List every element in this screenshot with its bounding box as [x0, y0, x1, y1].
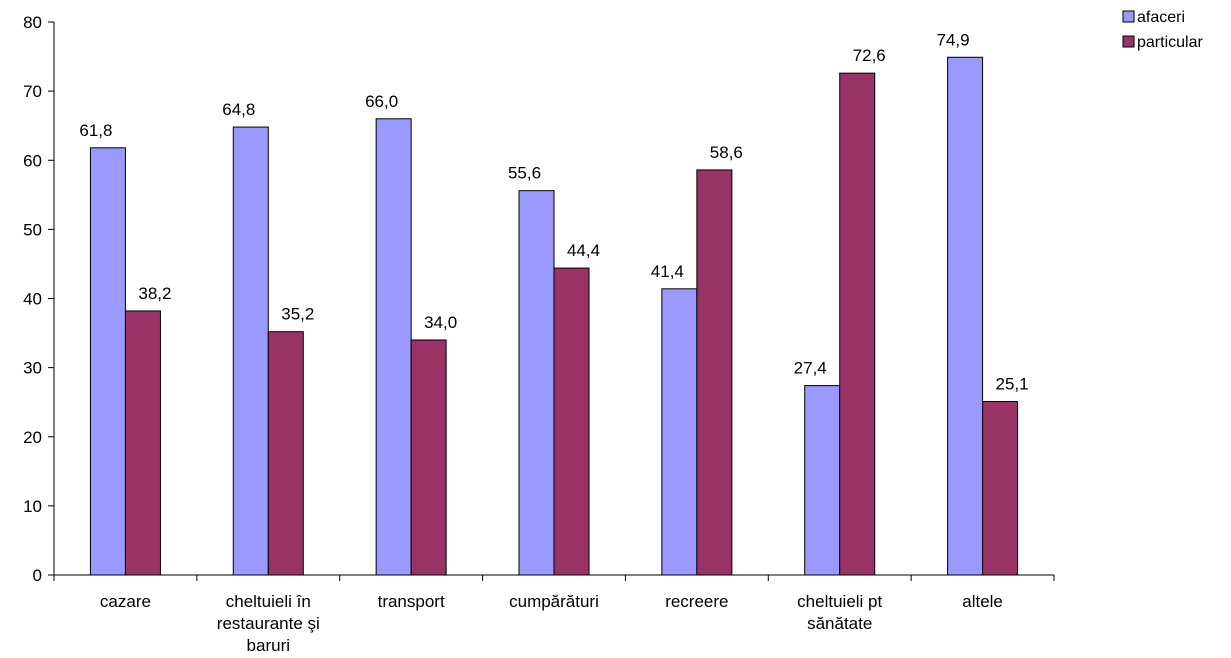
data-label-particular: 44,4	[567, 241, 600, 260]
bar-particular	[553, 267, 590, 576]
x-tick-label-line: altele	[962, 592, 1003, 611]
data-label-afaceri: 27,4	[794, 359, 827, 378]
x-tick-label: cheltuieli în restaurante şi baruri	[217, 592, 320, 655]
bar-afaceri	[89, 147, 126, 576]
bar-afaceri	[375, 118, 412, 576]
data-label-afaceri: 64,8	[222, 100, 255, 119]
x-tick-label-line: cheltuieli pt	[797, 592, 882, 611]
bar-afaceri	[661, 288, 698, 576]
y-tick-label: 20	[23, 428, 42, 447]
bar-particular	[267, 331, 304, 576]
bar-afaceri	[518, 190, 555, 576]
data-label-particular: 72,6	[853, 46, 886, 65]
data-label-afaceri: 74,9	[937, 30, 970, 49]
x-tick-label: transport	[378, 592, 445, 611]
x-tick-label-line: cumpărături	[509, 592, 599, 611]
y-tick-label: 80	[23, 13, 42, 32]
x-tick-label: altele	[962, 592, 1003, 611]
bar-particular	[124, 310, 161, 576]
y-tick-label: 70	[23, 82, 42, 101]
y-tick-label: 0	[33, 566, 42, 585]
bar-particular	[696, 169, 733, 576]
legend-swatch-particular	[1122, 35, 1135, 48]
x-tick-label-line: transport	[378, 592, 445, 611]
y-tick-label: 50	[23, 220, 42, 239]
x-tick-label: cazare	[100, 592, 151, 611]
data-label-afaceri: 61,8	[79, 121, 112, 140]
legend-label-afaceri: afaceri	[1137, 9, 1185, 26]
bar-afaceri	[947, 56, 984, 576]
legend: afaceri particular	[1122, 9, 1203, 51]
plot-area: 0 10 20 30 40 50 60 70 80 cazare cheltuieli în rest…	[23, 13, 1055, 655]
x-tick-label-line: cheltuieli în	[226, 592, 311, 611]
bar-particular	[839, 72, 876, 576]
x-tick-label: cheltuieli pt sănătate	[797, 592, 882, 633]
data-label-particular: 38,2	[138, 284, 171, 303]
data-label-particular: 58,6	[710, 143, 743, 162]
legend-label-particular: particular	[1137, 34, 1203, 51]
bar-particular	[410, 339, 447, 576]
data-label-particular: 35,2	[281, 305, 314, 324]
data-label-afaceri: 55,6	[508, 164, 541, 183]
x-tick-label-line: cazare	[100, 592, 151, 611]
bar-afaceri	[232, 126, 269, 576]
bar-particular	[982, 400, 1019, 576]
x-tick-label-line: restaurante şi	[217, 614, 320, 633]
data-label-afaceri: 41,4	[651, 262, 684, 281]
bar-afaceri	[804, 385, 841, 576]
x-tick-label-line: recreere	[665, 592, 728, 611]
x-tick-label-line: baruri	[247, 636, 290, 655]
data-label-particular: 25,1	[996, 374, 1029, 393]
y-tick-label: 10	[23, 497, 42, 516]
x-tick-label: cumpărături	[509, 592, 599, 611]
data-label-afaceri: 66,0	[365, 92, 398, 111]
x-tick-label: recreere	[665, 592, 728, 611]
x-tick-label-line: sănătate	[807, 614, 872, 633]
y-tick-label: 30	[23, 359, 42, 378]
y-tick-label: 60	[23, 151, 42, 170]
data-label-particular: 34,0	[424, 313, 457, 332]
legend-swatch-afaceri	[1122, 10, 1135, 23]
y-tick-label: 40	[23, 290, 42, 309]
